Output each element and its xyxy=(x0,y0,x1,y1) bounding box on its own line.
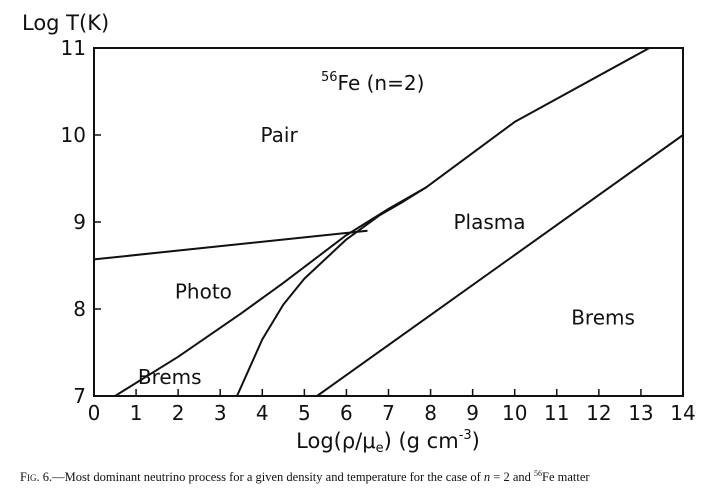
boundary-line-1 xyxy=(93,229,368,261)
boundary-curves xyxy=(93,47,684,397)
region-label-plasma: Plasma xyxy=(453,210,525,234)
x-tick-label: 8 xyxy=(424,401,437,425)
x-tick-label: 2 xyxy=(172,401,185,425)
x-tick-label: 3 xyxy=(214,401,227,425)
figure-caption: Fig. 6.—Most dominant neutrino process f… xyxy=(20,469,590,485)
region-labels: Pair Plasma Photo Brems Brems xyxy=(138,123,635,389)
region-label-brems: Brems xyxy=(571,306,635,330)
x-tick-label: 0 xyxy=(88,401,101,425)
y-tick-label: 8 xyxy=(73,297,86,321)
x-tick-label: 12 xyxy=(586,401,611,425)
y-tick-label: 7 xyxy=(73,384,86,408)
region-label-pair: Pair xyxy=(261,123,299,147)
x-tick-label: 5 xyxy=(298,401,311,425)
x-tick-label: 11 xyxy=(544,401,569,425)
region-label-photo: Photo xyxy=(175,280,232,304)
boundary-line-4 xyxy=(316,134,684,397)
x-axis-title: Log(ρ/μe) (g cm-3) xyxy=(296,428,480,456)
region-label-brems: Brems xyxy=(138,365,202,389)
x-tick-label: 1 xyxy=(130,401,143,425)
x-tick-label: 9 xyxy=(466,401,479,425)
boundary-line-2 xyxy=(114,47,650,397)
x-tick-label: 14 xyxy=(670,401,695,425)
y-tick-label: 9 xyxy=(73,210,86,234)
x-tick-label: 7 xyxy=(382,401,395,425)
x-tick-label: 4 xyxy=(256,401,269,425)
boundary-line-3 xyxy=(236,186,427,397)
y-tick-label: 10 xyxy=(61,123,86,147)
chart-title: 56Fe (n=2) xyxy=(321,70,424,95)
y-axis-title: Log T(K) xyxy=(22,11,109,35)
x-tick-label: 10 xyxy=(502,401,527,425)
y-tick-label: 11 xyxy=(61,36,86,60)
x-tick-label: 13 xyxy=(628,401,653,425)
x-tick-label: 6 xyxy=(340,401,353,425)
